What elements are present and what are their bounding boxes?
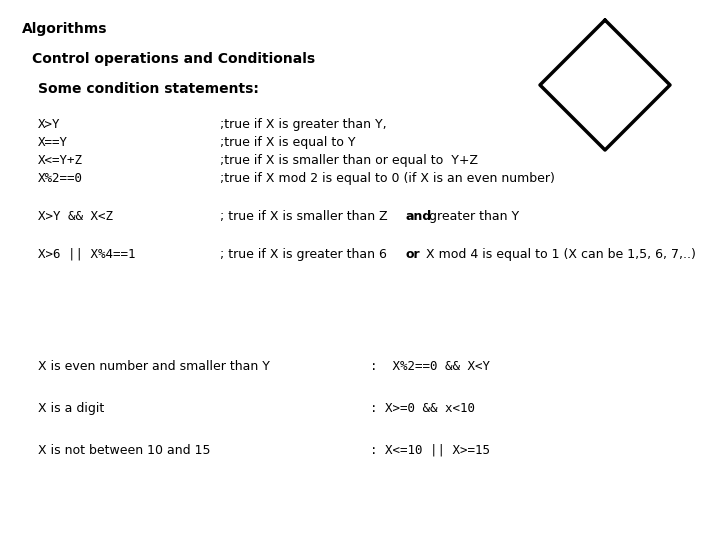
Text: ;true if X is smaller than or equal to  Y+Z: ;true if X is smaller than or equal to Y…	[220, 154, 478, 167]
Text: X>6 || X%4==1: X>6 || X%4==1	[38, 248, 135, 261]
Text: X>Y && X<Z: X>Y && X<Z	[38, 210, 113, 223]
Text: X mod 4 is equal to 1 (X can be 1,5, 6, 7,..): X mod 4 is equal to 1 (X can be 1,5, 6, …	[418, 248, 696, 261]
Text: Control operations and Conditionals: Control operations and Conditionals	[32, 52, 315, 66]
Text: : X<=10 || X>=15: : X<=10 || X>=15	[370, 444, 490, 457]
Text: greater than Y: greater than Y	[425, 210, 518, 223]
Text: : X>=0 && x<10: : X>=0 && x<10	[370, 402, 475, 415]
Text: ;true if X is equal to Y: ;true if X is equal to Y	[220, 136, 356, 149]
Text: and: and	[406, 210, 432, 223]
Text: X is a digit: X is a digit	[38, 402, 104, 415]
Text: X%2==0: X%2==0	[38, 172, 83, 185]
Text: X is not between 10 and 15: X is not between 10 and 15	[38, 444, 210, 457]
Text: :  X%2==0 && X<Y: : X%2==0 && X<Y	[370, 360, 490, 373]
Text: Algorithms: Algorithms	[22, 22, 107, 36]
Text: ;true if X mod 2 is equal to 0 (if X is an even number): ;true if X mod 2 is equal to 0 (if X is …	[220, 172, 555, 185]
Text: ; true if X is greater than 6: ; true if X is greater than 6	[220, 248, 391, 261]
Text: X>Y: X>Y	[38, 118, 60, 131]
Text: ;true if X is greater than Y,: ;true if X is greater than Y,	[220, 118, 387, 131]
Text: Some condition statements:: Some condition statements:	[38, 82, 259, 96]
Text: ; true if X is smaller than Z: ; true if X is smaller than Z	[220, 210, 392, 223]
Text: X==Y: X==Y	[38, 136, 68, 149]
Text: X is even number and smaller than Y: X is even number and smaller than Y	[38, 360, 270, 373]
Text: or: or	[406, 248, 420, 261]
Text: X<=Y+Z: X<=Y+Z	[38, 154, 83, 167]
